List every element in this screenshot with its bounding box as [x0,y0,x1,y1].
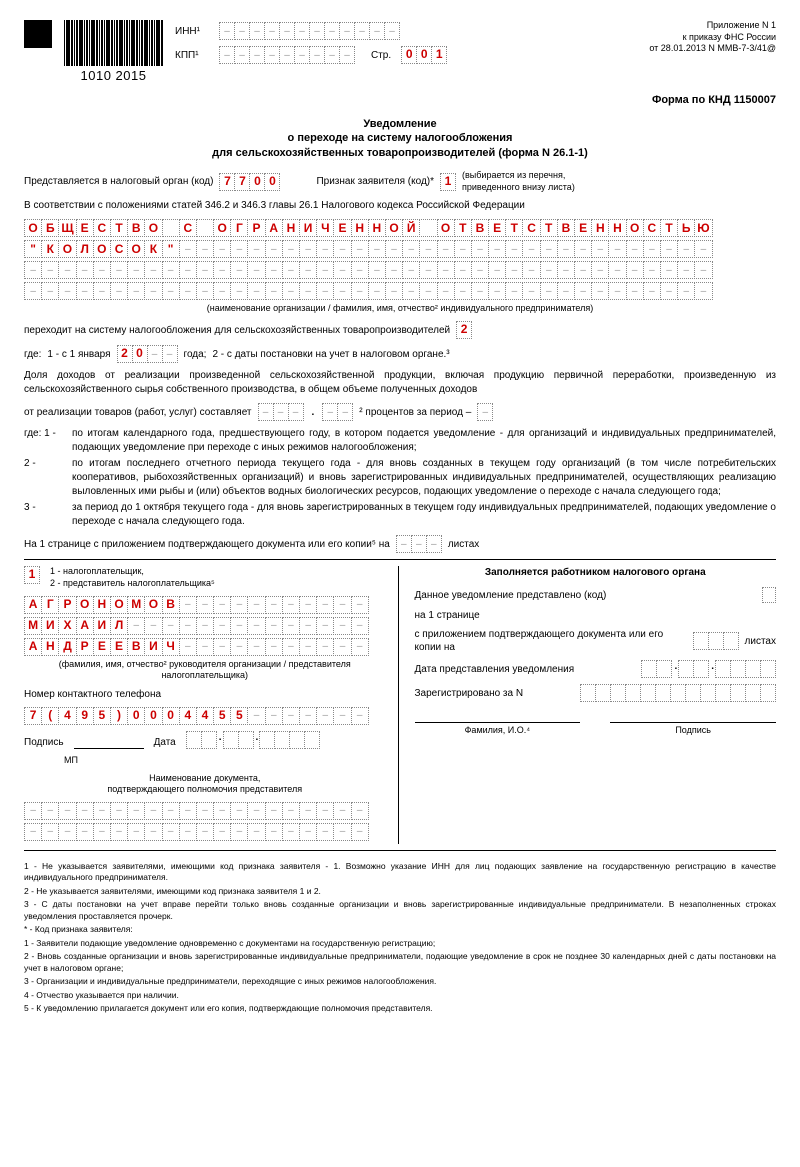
applicant-attr-code[interactable]: 1 [440,173,456,191]
office-date[interactable]: .. [641,660,776,678]
tax-office-header: Заполняется работником налогового органа [415,566,777,579]
sales-row: от реализации товаров (работ, услуг) сос… [24,403,776,421]
with-attach-label: с приложением подтверждающего документа … [415,628,687,654]
on-pages: на 1 странице [415,609,480,622]
date-label: Дата [154,736,176,749]
black-square [24,20,52,48]
representative-doc[interactable] [24,802,386,841]
organization-name[interactable]: ОБЩЕСТВО С ОГРАНИЧЕННОЙ ОТВЕТСТВЕННОСТЬЮ… [24,219,776,300]
signer-caption: (фамилия, имя, отчество² руководителя ор… [24,659,386,682]
barcode-number: 1010 2015 [81,68,147,85]
signature-label: Подпись [24,736,64,749]
signer-legend: 1 - налогоплательщик, 2 - представитель … [50,566,215,589]
transition-code[interactable]: 2 [456,321,472,339]
kpp-label: КПП¹ [175,49,213,62]
phone-field[interactable]: 7(495)0004455 [24,707,386,725]
reg-number[interactable] [580,684,776,702]
barcode: 1010 2015 [64,20,163,85]
attachment-pages[interactable] [396,535,442,553]
form-title: Уведомление о переходе на систему налого… [24,117,776,160]
form-code: Форма по КНД 1150007 [24,93,776,107]
office-sign-label: Подпись [675,725,711,735]
reg-label: Зарегистрировано за N [415,687,575,700]
office-date-label: Дата представления уведомления [415,663,636,676]
signature-block: 1 1 - налогоплательщик, 2 - представител… [24,566,776,844]
page-number: 001 [401,46,447,64]
kpp-field[interactable] [219,46,355,64]
inn-field[interactable] [219,22,400,40]
law-reference: В соответствии с положениями статей 346.… [24,199,776,213]
signer-name[interactable]: АГРОНОМОВМИХАИЛАНДРЕЕВИЧ [24,596,386,656]
percent-dec[interactable] [322,403,353,421]
doc-label: Наименование документа, подтверждающего … [24,773,386,796]
transition-row: переходит на систему налогообложения для… [24,321,776,339]
income-paragraph: Доля доходов от реализации произведенной… [24,369,776,397]
org-name-caption: (наименование организации / фамилия, имя… [24,303,776,315]
inn-kpp-block: ИНН¹ КПП¹ Стр. 001 [175,22,637,64]
office-attach-pages[interactable] [693,632,739,650]
percent-int[interactable] [258,403,304,421]
phone-label: Номер контактного телефона [24,688,386,701]
stamp-mp: МП [64,755,386,767]
order-reference: Приложение N 1 к приказу ФНС России от 2… [649,20,776,55]
year-field[interactable]: 20 [117,345,178,363]
where-row: где: 1 - с 1 января 20 года; 2 - с даты … [24,345,776,363]
received-code[interactable] [762,587,776,603]
submit-row: Представляется в налоговый орган (код) 7… [24,170,776,193]
header-row: 1010 2015 ИНН¹ КПП¹ Стр. 001 Приложение … [24,20,776,85]
period-code[interactable] [477,403,493,421]
office-fio-label: Фамилия, И.О.⁴ [465,725,531,735]
inn-label: ИНН¹ [175,25,213,38]
period-definitions: где: 1 -по итогам календарного года, пре… [24,427,776,529]
signer-type-code[interactable]: 1 [24,566,40,584]
page-label: Стр. [371,49,391,62]
received-label: Данное уведомление представлено (код) [415,589,757,602]
signature-line[interactable] [74,737,144,749]
tax-org-code[interactable]: 7700 [219,173,280,191]
date-field[interactable]: .. [186,731,321,749]
footnotes: 1 - Не указывается заявителями, имеющими… [24,861,776,1015]
pages-row: На 1 странице с приложением подтверждающ… [24,535,776,553]
